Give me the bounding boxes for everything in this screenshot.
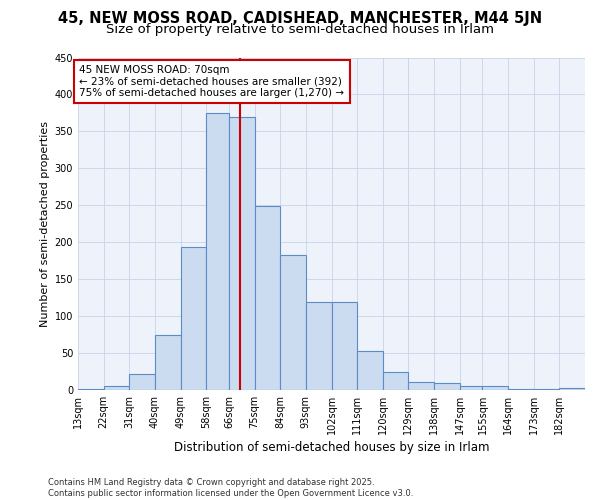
Bar [331, 302, 357, 390]
Bar [357, 351, 383, 390]
X-axis label: Distribution of semi-detached houses by size in Irlam: Distribution of semi-detached houses by … [174, 441, 489, 454]
Text: 45 NEW MOSS ROAD: 70sqm
← 23% of semi-detached houses are smaller (392)
75% of s: 45 NEW MOSS ROAD: 70sqm ← 23% of semi-de… [79, 65, 344, 98]
Bar [181, 248, 206, 390]
Bar [155, 334, 181, 390]
Bar [104, 386, 129, 390]
Bar [78, 388, 104, 390]
Bar [206, 113, 229, 390]
Bar [508, 388, 534, 390]
Bar [254, 206, 280, 390]
Text: Size of property relative to semi-detached houses in Irlam: Size of property relative to semi-detach… [106, 22, 494, 36]
Bar [383, 372, 409, 390]
Bar [482, 386, 508, 390]
Bar [280, 255, 306, 390]
Bar [409, 382, 434, 390]
Bar [129, 374, 155, 390]
Bar [434, 384, 460, 390]
Bar [460, 386, 482, 390]
Y-axis label: Number of semi-detached properties: Number of semi-detached properties [40, 120, 50, 327]
Bar [306, 302, 331, 390]
Text: 45, NEW MOSS ROAD, CADISHEAD, MANCHESTER, M44 5JN: 45, NEW MOSS ROAD, CADISHEAD, MANCHESTER… [58, 11, 542, 26]
Text: Contains HM Land Registry data © Crown copyright and database right 2025.
Contai: Contains HM Land Registry data © Crown c… [48, 478, 413, 498]
Bar [534, 388, 559, 390]
Bar [229, 116, 254, 390]
Bar [559, 388, 585, 390]
